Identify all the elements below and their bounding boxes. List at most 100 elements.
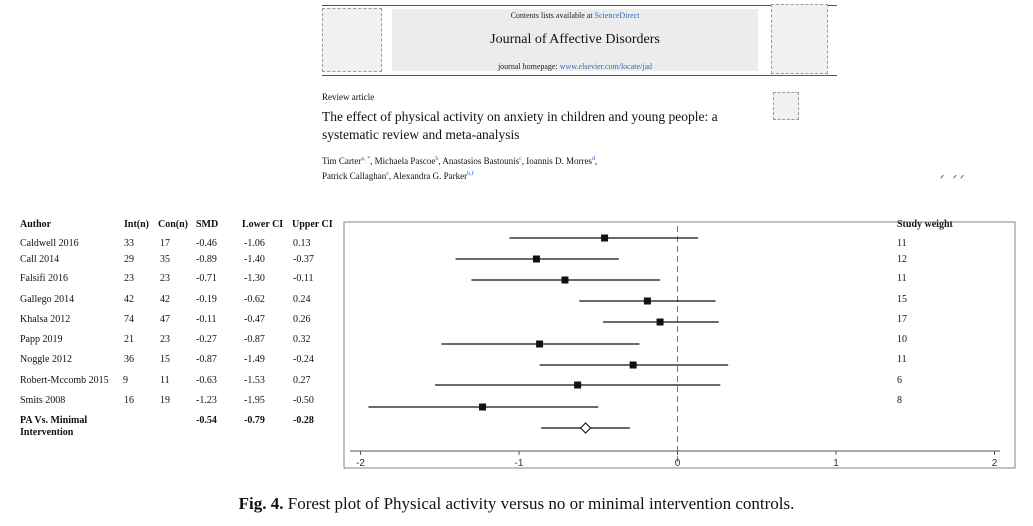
header-bottom-rule (322, 75, 837, 76)
weight-cell: 17 (897, 314, 907, 325)
author-cell: Smits 2008 (20, 395, 66, 406)
pooled-diamond-marker (579, 422, 592, 434)
study-point-marker (574, 381, 582, 389)
author-cell: Robert-Mccomb 2015 (20, 375, 109, 386)
upper-ci-cell: -0.24 (293, 354, 314, 365)
con-n-cell: 23 (160, 334, 170, 345)
stray-mark: ᐟ ᐟᐟ (940, 174, 968, 185)
upper-ci-cell: -0.37 (293, 254, 314, 265)
int-n-cell: 9 (123, 375, 128, 386)
author-cell: Noggle 2012 (20, 354, 72, 365)
upper-ci-cell: -0.11 (293, 273, 314, 284)
upper-ci-cell: 0.27 (293, 375, 311, 386)
author-affiliation-mark[interactable]: c (519, 156, 522, 162)
header-lower-ci: Lower CI (242, 219, 284, 230)
con-n-cell: 19 (160, 395, 170, 406)
weight-cell: 8 (897, 395, 902, 406)
smd-cell: -0.19 (196, 294, 217, 305)
smd-cell: -0.11 (196, 314, 217, 325)
upper-ci-cell: 0.26 (293, 314, 311, 325)
weight-cell: 10 (897, 334, 907, 345)
smd-cell: -0.87 (196, 354, 217, 365)
int-n-cell: 23 (124, 273, 134, 284)
author-name[interactable]: Patrick Callaghan (322, 171, 387, 181)
upper-ci-cell: -0.50 (293, 395, 314, 406)
weight-cell: 6 (897, 375, 902, 386)
homepage-link[interactable]: www.elsevier.com/locate/jad (559, 62, 653, 71)
lower-ci-cell: -0.47 (244, 314, 265, 325)
study-point-marker (536, 340, 544, 348)
weight-cell: 11 (897, 238, 907, 249)
smd-cell: -0.71 (196, 273, 217, 284)
author-cell: Papp 2019 (20, 334, 63, 345)
author-affiliation-mark[interactable]: d (592, 156, 596, 162)
con-n-cell: 47 (160, 314, 170, 325)
x-tick-label: 1 (833, 458, 839, 469)
author-cell: Call 2014 (20, 254, 60, 265)
contents-line: Contents lists available at ScienceDirec… (392, 11, 758, 20)
elsevier-logo (322, 8, 382, 72)
upper-ci-cell: 0.13 (293, 238, 311, 249)
x-tick-label: 2 (992, 458, 998, 469)
author-affiliation-mark[interactable]: a, * (361, 156, 371, 162)
upper-ci-cell: 0.24 (293, 294, 311, 305)
int-n-cell: 16 (124, 395, 134, 406)
con-n-cell: 23 (160, 273, 170, 284)
author-name[interactable]: Anastasios Bastounis (442, 156, 520, 166)
x-tick-label: 0 (675, 458, 681, 469)
author-list: Tim Cartera, *, Michaela Pascoeb, Anasta… (322, 156, 598, 181)
int-n-cell: 42 (124, 294, 134, 305)
author-cell: Falsifi 2016 (20, 273, 69, 284)
header-study-weight: Study weight (897, 219, 953, 230)
lower-ci-cell: -1.53 (244, 375, 265, 386)
int-n-cell: 21 (124, 334, 134, 345)
article-title: The effect of physical activity on anxie… (322, 109, 718, 142)
author-name[interactable]: Michaela Pascoe (374, 156, 436, 166)
weight-cell: 11 (897, 273, 907, 284)
check-for-updates-badge[interactable] (773, 92, 799, 120)
author-affiliation-mark[interactable]: e (386, 171, 389, 177)
plot-frame (343, 221, 1016, 469)
summary-label-line2: Intervention (20, 427, 74, 438)
upper-ci-cell: 0.32 (293, 334, 311, 345)
author-name[interactable]: Ioannis D. Morres (526, 156, 593, 166)
article-type: Review article (322, 92, 375, 102)
con-n-cell: 15 (160, 354, 170, 365)
con-n-cell: 35 (160, 254, 170, 265)
weight-cell: 12 (897, 254, 907, 265)
header-upper-ci: Upper CI (292, 219, 333, 230)
int-n-cell: 29 (124, 254, 134, 265)
author-name[interactable]: Alexandra G. Parker (392, 171, 468, 181)
homepage-line: journal homepage: www.elsevier.com/locat… (392, 62, 758, 71)
summary-smd-cell: -0.54 (196, 415, 217, 426)
int-n-cell: 33 (124, 238, 134, 249)
author-cell: Caldwell 2016 (20, 238, 79, 249)
header-int: Int(n) (124, 219, 150, 230)
lower-ci-cell: -0.87 (244, 334, 265, 345)
study-point-marker (656, 318, 664, 326)
author-affiliation-mark[interactable]: b,f (467, 171, 474, 177)
homepage-prefix: journal homepage: (497, 62, 560, 71)
summary-label: PA Vs. Minimal (20, 415, 88, 426)
author-name[interactable]: Tim Carter (322, 156, 362, 166)
study-point-marker (643, 297, 651, 305)
header-smd: SMD (196, 219, 219, 230)
header-top-rule (322, 5, 837, 6)
author-cell: Khalsa 2012 (20, 314, 71, 325)
journal-cover-image (771, 4, 828, 74)
study-point-marker (479, 403, 487, 411)
smd-cell: -0.27 (196, 334, 217, 345)
smd-cell: -0.46 (196, 238, 217, 249)
x-tick-label: -2 (356, 458, 365, 469)
author-affiliation-mark[interactable]: b (435, 156, 439, 162)
figure-caption-text: Forest plot of Physical activity versus … (287, 494, 795, 513)
header-author: Author (20, 219, 52, 230)
smd-cell: -0.63 (196, 375, 217, 386)
smd-cell: -1.23 (196, 395, 217, 406)
int-n-cell: 36 (124, 354, 134, 365)
sciencedirect-link[interactable]: ScienceDirect (594, 11, 640, 20)
int-n-cell: 74 (124, 314, 134, 325)
weight-cell: 15 (897, 294, 907, 305)
study-point-marker (601, 234, 609, 242)
